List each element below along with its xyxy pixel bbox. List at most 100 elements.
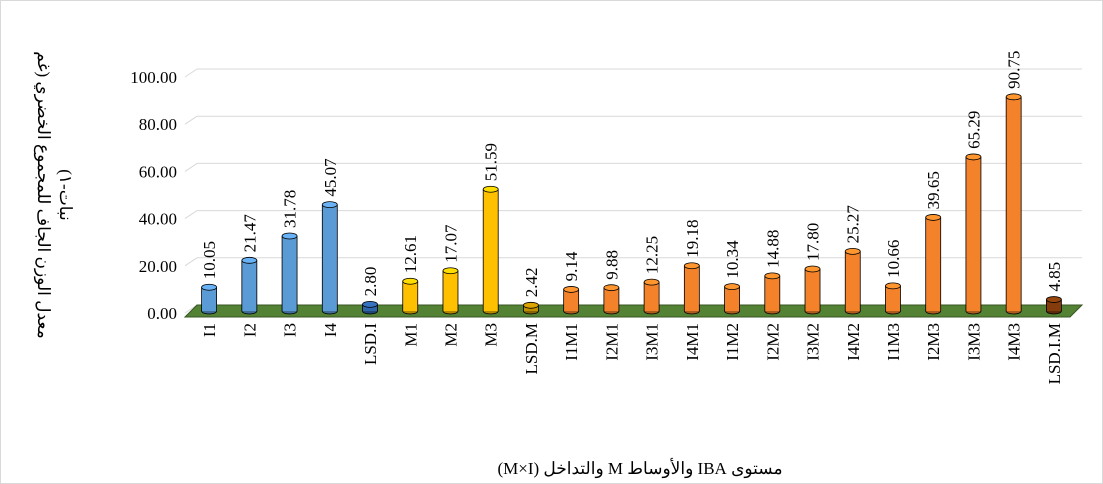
bar xyxy=(362,300,378,315)
bar xyxy=(402,277,419,315)
bar xyxy=(523,301,539,315)
bar-top xyxy=(683,262,700,270)
bar-body xyxy=(282,235,298,311)
bar-body xyxy=(965,156,981,311)
bar-body xyxy=(483,189,499,311)
bar-top xyxy=(241,256,258,264)
data-label: 9.88 xyxy=(602,250,621,280)
grid-line xyxy=(184,257,198,267)
x-tick-label: I4M3 xyxy=(1005,323,1024,361)
x-tick-label: M1 xyxy=(401,323,420,347)
bar xyxy=(241,256,258,315)
bar-top xyxy=(764,272,781,280)
data-label: 12.61 xyxy=(401,235,420,273)
data-label: 17.07 xyxy=(441,224,460,263)
y-tick-label: 0.00 xyxy=(147,304,177,323)
bar-top xyxy=(885,282,901,290)
bar-body xyxy=(1006,96,1022,311)
bar-top xyxy=(362,300,378,308)
bar xyxy=(1045,296,1062,315)
x-tick-label: LSD.M xyxy=(522,323,541,374)
x-tick-label: I1 xyxy=(200,323,219,337)
data-label: 90.75 xyxy=(1005,51,1024,89)
x-tick-label: I4 xyxy=(321,323,340,338)
bar xyxy=(965,153,982,315)
bar-body xyxy=(322,204,338,311)
bar xyxy=(804,265,821,315)
y-tick-label: 80.00 xyxy=(139,115,177,134)
x-tick-label: M2 xyxy=(441,323,460,347)
bar xyxy=(683,262,700,315)
bar xyxy=(563,286,580,315)
x-tick-label: I2M2 xyxy=(763,323,782,361)
x-axis-title: مستوى IBA والأوساط M والتداخل (M×I) xyxy=(497,458,782,479)
bar-body xyxy=(764,275,780,311)
x-tick-label: I3M3 xyxy=(964,323,983,361)
bar xyxy=(603,284,620,315)
bar-top xyxy=(724,283,740,290)
bar-top xyxy=(563,286,580,293)
x-tick-label: LSD.I.M xyxy=(1045,323,1064,384)
data-label: 45.07 xyxy=(321,158,340,197)
bar-top xyxy=(402,277,419,285)
data-label: 10.66 xyxy=(884,240,903,278)
x-tick-label: I1M3 xyxy=(884,323,903,361)
x-tick-label: I2 xyxy=(240,323,259,337)
data-label: 31.78 xyxy=(281,190,300,228)
data-label: 19.18 xyxy=(683,219,702,257)
grid-line xyxy=(184,115,198,125)
y-axis-title: نبات-١) xyxy=(56,169,75,221)
data-label: 51.59 xyxy=(482,143,501,181)
bar-body xyxy=(402,281,418,311)
bar xyxy=(724,283,740,315)
bar-body xyxy=(563,289,579,311)
data-label: 65.29 xyxy=(964,111,983,149)
bar xyxy=(482,185,499,315)
bar-top xyxy=(442,267,459,275)
x-tick-label: I1M2 xyxy=(723,323,742,361)
bar-top xyxy=(965,153,982,161)
bar-top xyxy=(281,232,298,240)
floor xyxy=(183,304,1084,318)
bar-top xyxy=(482,185,499,193)
bar-top xyxy=(321,201,338,209)
x-tick-label: M3 xyxy=(482,323,501,347)
data-label: 9.14 xyxy=(562,251,581,281)
grid-line xyxy=(184,210,198,220)
bar-top xyxy=(1005,93,1022,101)
grid-line xyxy=(184,68,198,78)
bar-body xyxy=(241,260,257,311)
bar-body xyxy=(724,286,740,311)
bar-top xyxy=(523,301,539,309)
data-label: 39.65 xyxy=(924,171,943,209)
bar xyxy=(925,214,942,315)
data-label: 2.80 xyxy=(361,267,380,297)
bar-body xyxy=(1046,299,1062,311)
x-tick-label: I3 xyxy=(281,323,300,337)
x-tick-label: I1M1 xyxy=(562,323,581,361)
bar-body xyxy=(925,217,941,311)
y-axis-title: معدل الوزن الجاف للمجموع الخضري (غم xyxy=(33,51,53,338)
bar xyxy=(764,272,781,315)
bar-top xyxy=(1045,296,1062,303)
bar xyxy=(321,201,338,315)
bar xyxy=(885,282,901,315)
bar xyxy=(643,278,660,315)
bar-body xyxy=(845,251,861,311)
y-tick-label: 40.00 xyxy=(139,210,177,229)
y-tick-label: 100.00 xyxy=(130,68,177,87)
x-tick-label: I2M3 xyxy=(924,323,943,361)
bar-body xyxy=(684,265,700,311)
bar-top xyxy=(201,283,218,291)
bar xyxy=(442,267,459,315)
bar-top xyxy=(643,278,660,286)
grid-line xyxy=(184,162,198,172)
bar xyxy=(201,283,218,315)
x-tick-label: LSD.I xyxy=(361,323,380,365)
bar-body xyxy=(603,287,619,311)
bar-body xyxy=(201,287,217,311)
bar-top xyxy=(844,247,861,255)
bar-top xyxy=(603,284,620,292)
